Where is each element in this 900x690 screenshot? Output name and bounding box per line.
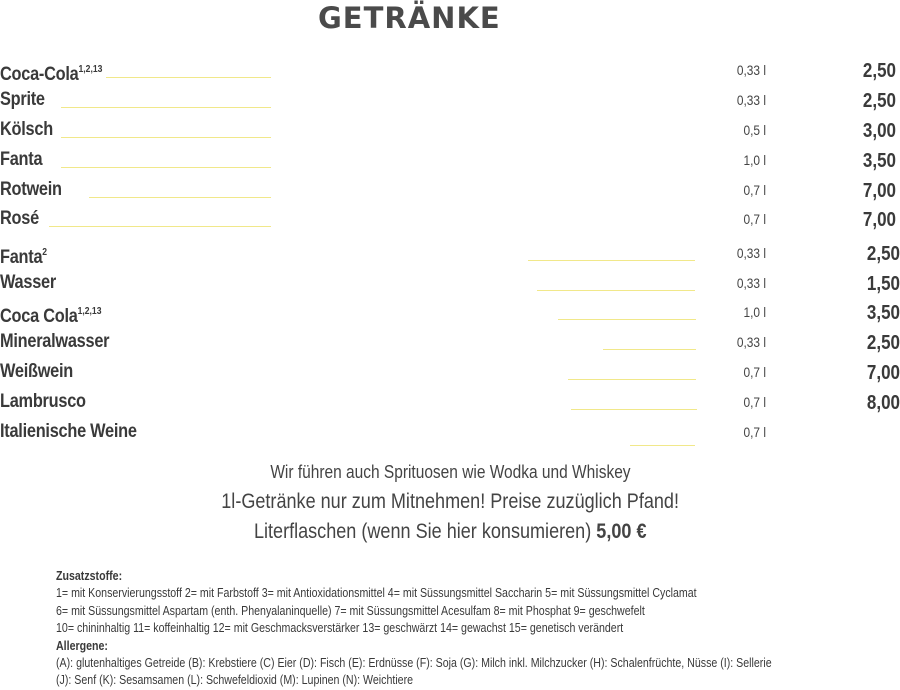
drink-row: Kölsch 0,5 l 3,00: [0, 118, 900, 148]
drink-row: Weißwein 0,7 l 7,00: [0, 360, 900, 390]
additives-line: 6= mit Süssungsmittel Aspartam (enth. Ph…: [56, 603, 645, 618]
drink-size: 1,0 l: [743, 304, 766, 320]
drink-size: 0,33 l: [736, 275, 766, 291]
drink-name: Mineralwasser: [0, 331, 110, 352]
drink-row: Coca-Cola1,2,13 0,33 l 2,50: [0, 58, 900, 88]
drink-name: Coca-Cola1,2,13: [0, 64, 103, 85]
additive-marker: 2: [42, 247, 48, 258]
drink-price: 2,50: [862, 60, 896, 82]
drink-size: 1,0 l: [743, 152, 766, 168]
drink-price: 2,50: [866, 243, 900, 265]
leader-line: [61, 167, 271, 168]
leader-line: [61, 137, 271, 138]
leader-line: [49, 226, 271, 227]
additive-marker: 1,2,13: [78, 64, 103, 75]
drink-name: Italienische Weine: [0, 421, 137, 442]
liter-bottle-text: Literflaschen (wenn Sie hier konsumieren…: [253, 520, 592, 543]
drink-row: Fanta 1,0 l 3,50: [0, 148, 900, 178]
drink-price: 2,50: [862, 90, 896, 112]
liter-bottle-note: Literflaschen (wenn Sie hier konsumieren…: [0, 520, 900, 544]
drink-price: 1,50: [866, 273, 900, 295]
drink-row: Mineralwasser 0,33 l 2,50: [0, 330, 900, 360]
drink-name: Lambrusco: [0, 391, 86, 412]
deposit-note: 1l-Getränke nur zum Mitnehmen! Preise zu…: [221, 490, 679, 513]
drink-size: 0,33 l: [736, 245, 766, 261]
drink-size: 0,7 l: [743, 394, 766, 410]
legend: Zusatzstoffe: 1= mit Konservierungsstoff…: [56, 568, 821, 690]
leader-line: [630, 445, 695, 446]
drink-size: 0,7 l: [743, 364, 766, 380]
drink-name: Sprite: [0, 89, 45, 110]
leader-line: [571, 409, 697, 410]
drink-name: Weißwein: [0, 361, 73, 382]
drink-row: Rosé 0,7 l 7,00: [0, 207, 900, 237]
drink-name: Fanta2: [0, 247, 48, 268]
drink-size: 0,33 l: [736, 62, 766, 78]
drink-row: Lambrusco 0,7 l 8,00: [0, 390, 900, 420]
drink-size: 0,5 l: [743, 122, 766, 138]
drink-size: 0,7 l: [743, 424, 766, 440]
spirits-note: Wir führen auch Sprituosen wie Wodka und…: [269, 462, 631, 482]
additives-line: 1= mit Konservierungsstoff 2= mit Farbst…: [56, 586, 697, 601]
drink-size: 0,7 l: [743, 182, 766, 198]
leader-line: [61, 107, 271, 108]
drink-size: 0,33 l: [736, 334, 766, 350]
drink-name: Rosé: [0, 208, 39, 229]
drink-price: 3,00: [862, 120, 896, 142]
leader-line: [537, 290, 695, 291]
drink-name: Kölsch: [0, 119, 53, 140]
drink-row: Fanta2 0,33 l 2,50: [0, 241, 900, 271]
drink-size: 0,33 l: [736, 92, 766, 108]
drink-price: 7,00: [866, 362, 900, 384]
drink-row: Italienische Weine 0,7 l: [0, 420, 900, 450]
drink-name: Fanta: [0, 149, 43, 170]
liter-bottle-price: 5,00 €: [596, 520, 647, 543]
allergens-line: (J): Senf (K): Sesamsamen (L): Schwefeld…: [56, 673, 414, 688]
allergens-heading: Allergene:: [56, 638, 108, 653]
allergens-line: (A): glutenhaltiges Getreide (B): Krebst…: [56, 656, 772, 671]
drink-row: Sprite 0,33 l 2,50: [0, 88, 900, 118]
additives-line: 10= chininhaltig 11= koffeinhaltig 12= m…: [56, 621, 624, 636]
drink-row: Coca Cola1,2,13 1,0 l 3,50: [0, 300, 900, 330]
leader-line: [558, 319, 696, 320]
leader-line: [568, 379, 696, 380]
drink-price: 7,00: [862, 180, 896, 202]
drink-price: 7,00: [862, 209, 896, 231]
drink-price: 2,50: [866, 332, 900, 354]
drink-name: Wasser: [0, 272, 56, 293]
leader-line: [89, 197, 271, 198]
drink-name: Coca Cola1,2,13: [0, 306, 102, 327]
leader-line: [603, 349, 696, 350]
additives-heading: Zusatzstoffe:: [56, 569, 123, 583]
drink-row: Rotwein 0,7 l 7,00: [0, 178, 900, 208]
drink-price: 3,50: [866, 302, 900, 324]
additive-marker: 1,2,13: [77, 306, 102, 317]
leader-line: [106, 77, 271, 78]
leader-line: [528, 260, 695, 261]
page-title: GETRÄNKE: [318, 1, 501, 35]
drink-price: 3,50: [862, 150, 896, 172]
drink-row: Wasser 0,33 l 1,50: [0, 271, 900, 301]
drink-price: 8,00: [866, 392, 900, 414]
drink-size: 0,7 l: [743, 211, 766, 227]
drink-name: Rotwein: [0, 179, 62, 200]
